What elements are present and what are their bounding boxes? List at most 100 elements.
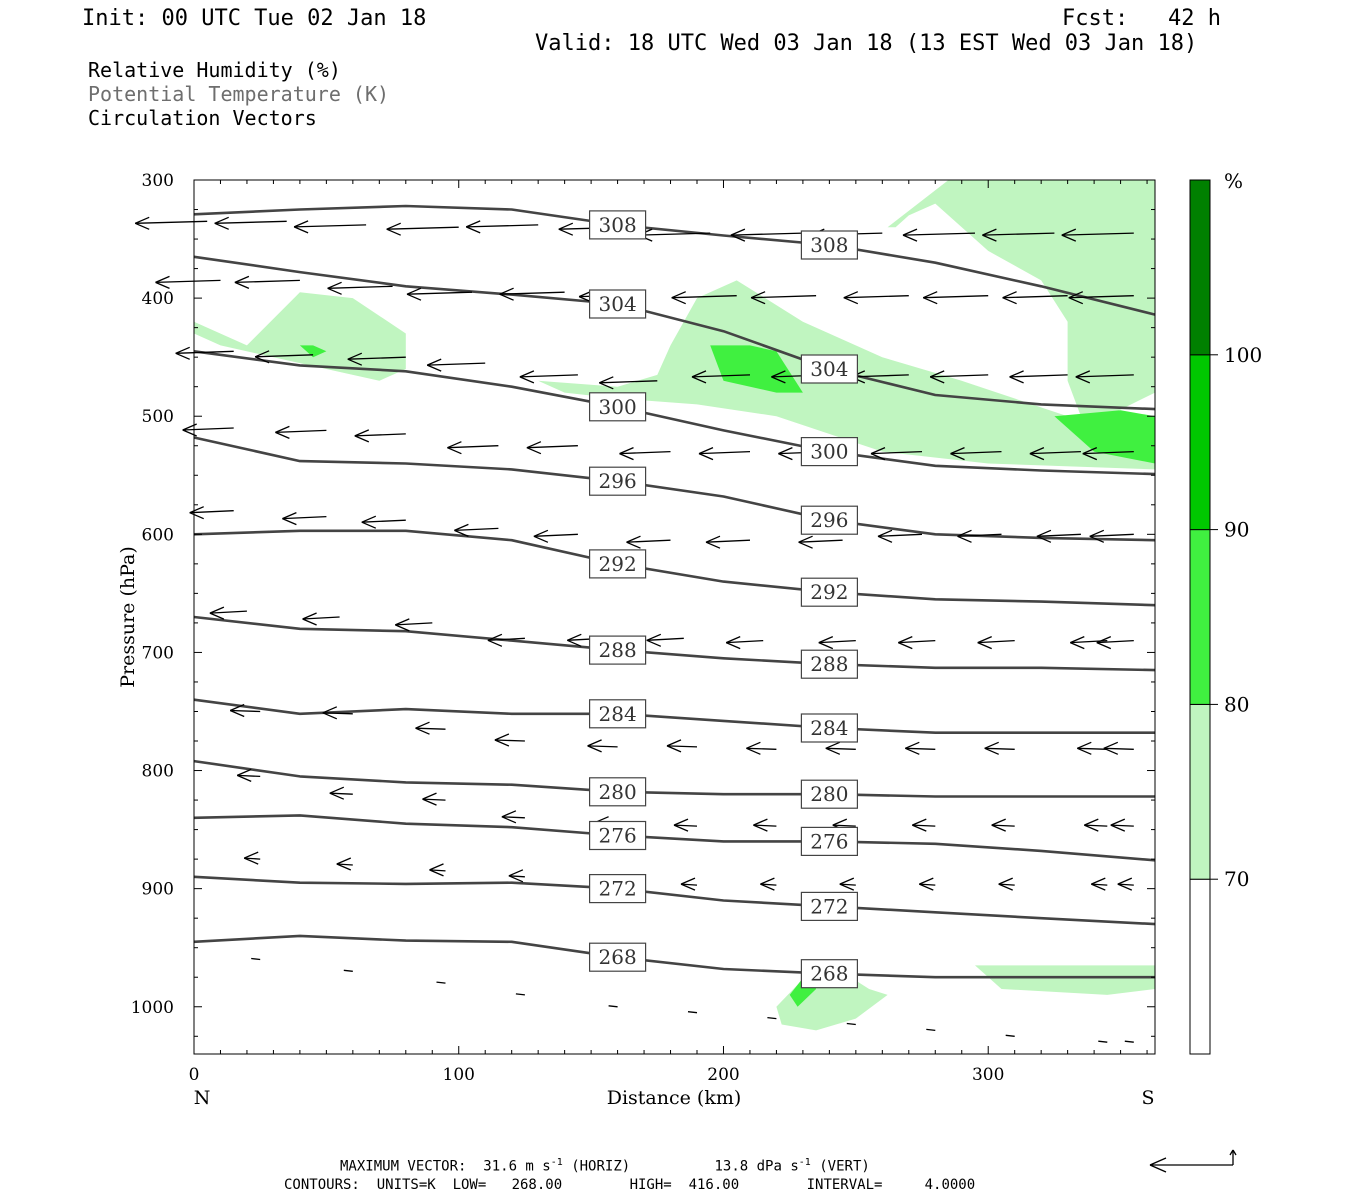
rh-fill-layer	[194, 180, 1155, 1031]
wind-vector	[519, 374, 578, 378]
wind-vector-head	[877, 535, 893, 543]
wind-vector-head	[750, 291, 766, 299]
wind-vector-head	[214, 222, 229, 230]
wind-vector-head	[336, 863, 352, 871]
wind-vector	[499, 291, 565, 295]
wind-vector	[244, 857, 261, 860]
wind-vector-head	[447, 447, 462, 455]
wind-vector-head	[870, 447, 886, 455]
wind-vector-head	[386, 228, 401, 236]
wind-vector-head	[843, 297, 859, 305]
valid-time: Valid: 18 UTC Wed 03 Jan 18 (13 EST Wed …	[535, 31, 1198, 56]
theta-contour-268	[193, 934, 1155, 979]
theta-label-276: 276	[599, 824, 637, 848]
wind-vector-head	[155, 281, 170, 289]
wind-vector	[422, 798, 446, 801]
wind-vector	[905, 747, 936, 750]
wind-vector-head	[898, 636, 913, 644]
wind-vector	[322, 712, 353, 715]
wind-vector-head	[1075, 376, 1091, 384]
wind-vector	[982, 232, 1055, 236]
theta-label-300: 300	[810, 440, 848, 464]
wind-vector-head	[680, 883, 696, 891]
colorbar-segment	[1189, 529, 1211, 705]
wind-vector-head	[832, 818, 848, 826]
wind-vector-head	[843, 291, 859, 299]
axis-layer: 300 400 500 600 700 800 900 1000 0 100 200 300	[131, 171, 1155, 1085]
wind-vector-head	[236, 774, 252, 782]
theta-label-box	[800, 230, 859, 260]
wind-vector	[730, 232, 803, 236]
wind-vector-head	[698, 447, 714, 455]
theta-label-292: 292	[810, 580, 848, 604]
theta-label-284: 284	[810, 716, 848, 740]
wind-vector	[214, 220, 287, 224]
wind-vector-head	[336, 857, 352, 865]
forecast-hour: Fcst: 42 h	[1062, 6, 1221, 31]
wind-vector	[406, 291, 473, 295]
wind-vector	[251, 957, 261, 961]
x-tick-label: 200	[707, 1065, 739, 1085]
rh-region-70	[975, 965, 1155, 995]
wind-vector-head	[1009, 376, 1024, 384]
wind-vector-head	[905, 747, 920, 755]
wind-vector-head	[533, 529, 549, 537]
wind-vector	[429, 869, 446, 872]
wind-vector-head	[175, 346, 190, 354]
wind-vector-head	[950, 447, 965, 455]
wind-vector-head	[666, 739, 682, 747]
wind-vector-head	[877, 529, 893, 537]
wind-vector-head	[698, 453, 714, 461]
wind-vector	[977, 639, 1015, 644]
theta-label-box	[800, 437, 859, 467]
wind-vector	[1009, 374, 1068, 378]
wind-vector-head	[1082, 453, 1098, 461]
wind-vector-head	[508, 869, 524, 877]
wind-vector-head	[771, 370, 786, 378]
wind-vector-head	[1077, 747, 1092, 755]
wind-vector-head	[533, 535, 549, 543]
wind-vector-head	[361, 521, 377, 529]
wind-vector-head	[1096, 642, 1112, 650]
theta-label-292: 292	[599, 552, 637, 576]
wind-vector-head	[691, 370, 707, 378]
wind-vector-head	[778, 453, 793, 461]
wind-vector-head	[753, 818, 768, 826]
wind-vector-head	[447, 441, 462, 449]
colorbar-label: 80	[1224, 692, 1249, 716]
wind-vector	[950, 450, 1002, 455]
theta-label-box	[800, 649, 859, 679]
wind-vector-head	[354, 429, 370, 437]
wind-vector	[1002, 295, 1068, 299]
wind-vector-head	[977, 642, 992, 650]
wind-vector	[825, 747, 856, 750]
rh-region-80	[299, 345, 327, 358]
wind-vector	[515, 993, 525, 996]
wind-vector-head	[209, 606, 225, 614]
wind-vector-head	[1075, 370, 1091, 378]
x-tick-label: 100	[443, 1065, 475, 1085]
wind-vector	[870, 450, 923, 455]
wind-vector-head	[902, 228, 918, 236]
wind-vector-head	[395, 618, 410, 626]
y-axis-label: Pressure (hPa)	[117, 546, 139, 688]
wind-vector-head	[526, 447, 542, 455]
wind-vector-head	[929, 370, 945, 378]
theta-label-296: 296	[599, 469, 637, 493]
x-end-label-north: N	[194, 1087, 211, 1109]
wind-vector	[587, 745, 618, 748]
wind-vector	[926, 1028, 936, 1032]
theta-label-box	[588, 549, 647, 579]
wind-vector-head	[322, 712, 338, 720]
wind-vector-head	[499, 293, 514, 301]
wind-vector	[877, 533, 923, 537]
wind-vector-head	[275, 431, 290, 439]
wind-vector-head	[1110, 818, 1126, 826]
colorbar-segment	[1189, 179, 1211, 356]
wind-vector-head	[671, 291, 686, 299]
wind-vector-head	[825, 747, 841, 755]
wind-vector-head	[818, 642, 834, 650]
wind-vector-head	[406, 287, 422, 295]
theta-label-box	[800, 891, 859, 922]
